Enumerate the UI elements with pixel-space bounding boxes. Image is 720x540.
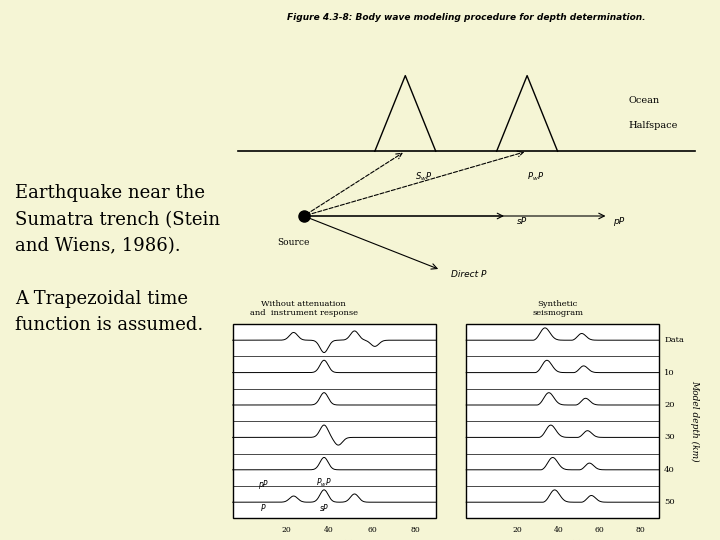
Text: $P_w P$: $P_w P$ bbox=[316, 476, 332, 489]
Text: 40: 40 bbox=[554, 526, 563, 535]
Text: Direct P: Direct P bbox=[451, 270, 486, 279]
Text: 80: 80 bbox=[410, 526, 420, 535]
Text: P: P bbox=[261, 504, 266, 513]
Text: 20: 20 bbox=[664, 401, 675, 409]
Text: Model depth (km): Model depth (km) bbox=[690, 380, 699, 462]
Text: 40: 40 bbox=[664, 466, 675, 474]
Text: Figure 4.3-8: Body wave modeling procedure for depth determination.: Figure 4.3-8: Body wave modeling procedu… bbox=[287, 14, 645, 23]
Text: $P_w P$: $P_w P$ bbox=[527, 170, 544, 183]
Text: Synthetic
seismogram: Synthetic seismogram bbox=[532, 300, 583, 317]
FancyBboxPatch shape bbox=[233, 324, 436, 518]
Text: $S_w P$: $S_w P$ bbox=[415, 170, 433, 183]
Text: Data: Data bbox=[664, 336, 684, 344]
Text: Without attenuation
and  instrument response: Without attenuation and instrument respo… bbox=[250, 300, 358, 317]
Text: sP: sP bbox=[320, 504, 328, 513]
Text: 20: 20 bbox=[513, 526, 522, 535]
Text: Ocean: Ocean bbox=[629, 96, 660, 105]
Text: Earthquake near the
Sumatra trench (Stein
and Wiens, 1986).

A Trapezoidal time
: Earthquake near the Sumatra trench (Stei… bbox=[15, 184, 220, 334]
Text: Source: Source bbox=[277, 238, 310, 247]
Text: 50: 50 bbox=[664, 498, 675, 506]
Text: Halfspace: Halfspace bbox=[629, 122, 678, 131]
Text: 60: 60 bbox=[367, 526, 377, 535]
Text: pP: pP bbox=[258, 480, 268, 489]
Text: pP: pP bbox=[613, 217, 624, 226]
Text: 40: 40 bbox=[324, 526, 334, 535]
Text: 10: 10 bbox=[664, 369, 675, 376]
Text: 80: 80 bbox=[636, 526, 645, 535]
Text: 30: 30 bbox=[664, 434, 675, 441]
Text: sP: sP bbox=[517, 217, 527, 226]
FancyBboxPatch shape bbox=[467, 324, 659, 518]
Text: 60: 60 bbox=[595, 526, 604, 535]
Text: 20: 20 bbox=[281, 526, 291, 535]
